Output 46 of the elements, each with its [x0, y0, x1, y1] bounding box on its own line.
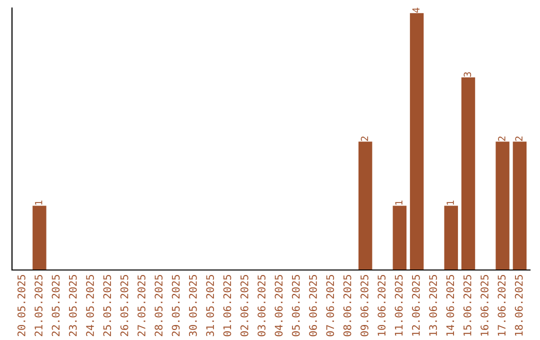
bar: [358, 142, 372, 270]
x-tick-label: 15.06.2025: [463, 275, 472, 336]
bar: [410, 13, 424, 270]
data-label: 4: [412, 8, 420, 13]
data-label: 3: [464, 72, 472, 77]
x-tick-label: 23.05.2025: [68, 275, 77, 336]
data-label: 1: [446, 200, 454, 205]
data-label: 2: [498, 136, 506, 141]
x-tick-label: 08.06.2025: [343, 275, 352, 336]
x-tick-label: 20.05.2025: [17, 275, 26, 336]
data-label: 2: [360, 136, 368, 141]
x-tick-label: 25.05.2025: [103, 275, 112, 336]
bar: [461, 77, 476, 270]
data-label: 1: [35, 200, 42, 205]
x-tick-label: 10.06.2025: [378, 275, 386, 336]
x-tick-label: 01.06.2025: [223, 275, 232, 336]
x-tick-label: 28.05.2025: [154, 275, 163, 336]
x-tick-label: 06.06.2025: [309, 275, 317, 336]
x-tick-label: 21.05.2025: [34, 275, 42, 336]
x-tick-label: 13.06.2025: [429, 275, 437, 336]
x-tick-label: 02.06.2025: [240, 275, 248, 336]
x-tick-label: 04.06.2025: [274, 275, 283, 336]
x-tick-label: 29.05.2025: [172, 275, 180, 336]
x-tick-label: 22.05.2025: [52, 275, 60, 336]
bar: [392, 206, 407, 270]
x-tick-label: 30.05.2025: [188, 275, 197, 336]
x-tick-label: 09.06.2025: [360, 275, 368, 336]
bar: [32, 206, 46, 270]
x-tick-label: 14.06.2025: [446, 275, 454, 336]
x-tick-label: 17.06.2025: [498, 275, 506, 336]
bar: [512, 142, 527, 270]
x-tick-label: 11.06.2025: [394, 275, 403, 336]
bar: [444, 206, 458, 270]
x-tick-label: 24.05.2025: [86, 275, 94, 336]
x-tick-label: 12.06.2025: [412, 275, 420, 336]
data-label: 1: [395, 200, 402, 205]
x-tick-label: 03.06.2025: [258, 275, 266, 336]
data-label: 2: [515, 136, 522, 141]
x-tick-label: 31.05.2025: [206, 275, 214, 336]
x-tick-label: 27.05.2025: [138, 275, 146, 336]
x-tick-label: 16.06.2025: [480, 275, 488, 336]
x-tick-label: 18.06.2025: [514, 275, 523, 336]
x-tick-label: 26.05.2025: [120, 275, 128, 336]
x-tick-label: 07.06.2025: [326, 275, 334, 336]
bar: [496, 142, 510, 270]
x-tick-label: 05.06.2025: [292, 275, 300, 336]
